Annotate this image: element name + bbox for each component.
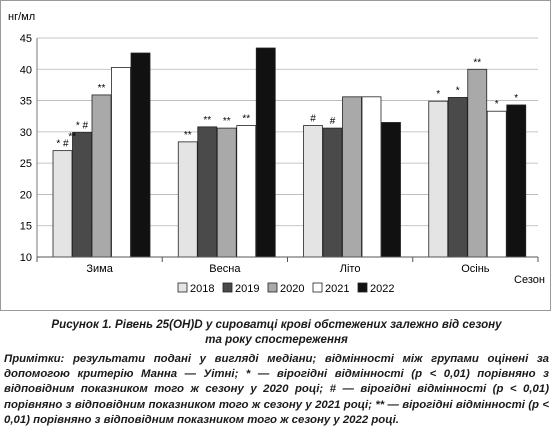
- legend: 2018 2019 2020 2021 2022: [174, 281, 403, 296]
- mark-row-0: **: [68, 131, 76, 142]
- figure-caption: Рисунок 1. Рівень 25(OH)D у сироватці кр…: [0, 317, 553, 347]
- bar-2019-1: [197, 126, 218, 258]
- x-axis: Зима Весна Літо Осінь: [36, 256, 539, 275]
- bar-2018-2: [303, 125, 323, 258]
- mark-2019-1: **: [203, 115, 211, 126]
- caption-line-2: та року спостереження: [205, 333, 348, 346]
- bar-2022-0: [130, 52, 151, 258]
- x-tick-label-3: Осінь: [461, 263, 490, 275]
- legend-swatch-2020: [267, 282, 278, 293]
- mark-2020-1: **: [223, 116, 231, 127]
- bar-2021-3: [486, 110, 507, 258]
- legend-swatch-2022: [357, 282, 368, 293]
- y-tick-label-45: 45: [20, 33, 32, 45]
- y-tick-label-10: 10: [20, 252, 32, 264]
- x-tick-label-1: Весна: [209, 263, 241, 275]
- bar-2021-0: [111, 67, 131, 258]
- chart-frame: [0, 0, 551, 311]
- bar-2018-3: [428, 100, 449, 258]
- legend-swatch-2021: [312, 282, 323, 293]
- significance-marks: * #* #**** **** ** ** # #* *****: [56, 57, 518, 149]
- mark-2021-3: *: [495, 99, 499, 110]
- legend-label-2020: 2020: [280, 283, 304, 295]
- bars: [52, 47, 527, 258]
- figure-note: Примітки: результати подані у вигляді ме…: [4, 353, 549, 426]
- bar-2020-3: [467, 68, 488, 258]
- y-axis-label: нг/мл: [8, 11, 35, 23]
- mark-2019-2: #: [330, 116, 336, 127]
- bar-2018-0: [52, 150, 73, 258]
- mark-2018-2: #: [310, 114, 316, 125]
- mark-2021-1: **: [242, 114, 250, 125]
- y-tick-label-20: 20: [20, 189, 32, 201]
- bar-2020-0: [91, 94, 112, 258]
- mark-2019-0: * #: [76, 120, 89, 131]
- mark-2018-1: **: [184, 130, 192, 141]
- bar-2021-2: [361, 96, 382, 258]
- y-tick-label-30: 30: [20, 127, 32, 139]
- legend-label-2019: 2019: [235, 283, 259, 295]
- bar-2019-0: [72, 132, 92, 258]
- bar-2019-3: [447, 97, 468, 258]
- legend-label-2022: 2022: [370, 283, 394, 295]
- y-axis: 10 15 20 25 30 35 40 45: [20, 33, 38, 264]
- y-tick-label-15: 15: [20, 221, 32, 233]
- caption-line-1: Рисунок 1. Рівень 25(OH)D у сироватці кр…: [51, 318, 502, 331]
- bar-2018-1: [177, 141, 198, 258]
- y-tick-label-35: 35: [20, 96, 32, 108]
- x-axis-label: Сезон: [514, 274, 545, 286]
- legend-label-2018: 2018: [190, 283, 214, 295]
- mark-2022-3: *: [514, 93, 518, 104]
- bar-2020-1: [216, 127, 237, 258]
- x-tick-label-2: Літо: [340, 263, 361, 275]
- mark-2018-0: * #: [56, 139, 69, 150]
- legend-swatch-2019: [222, 282, 233, 293]
- x-tick-label-0: Зима: [86, 263, 113, 275]
- bar-2022-2: [381, 122, 401, 258]
- mark-2020-3: **: [473, 57, 481, 68]
- mark-2018-3: *: [436, 89, 440, 100]
- legend-label-2021: 2021: [325, 283, 349, 295]
- mark-2019-3: *: [456, 85, 460, 96]
- legend-swatch-2018: [177, 282, 188, 293]
- mark-2020-0: **: [98, 83, 106, 94]
- y-tick-label-25: 25: [20, 158, 32, 170]
- bar-2019-2: [322, 127, 343, 258]
- bar-2022-3: [506, 104, 527, 258]
- bar-2020-2: [342, 96, 362, 258]
- bar-2021-1: [236, 125, 257, 258]
- y-tick-label-40: 40: [20, 64, 32, 76]
- bar-2022-1: [255, 47, 276, 258]
